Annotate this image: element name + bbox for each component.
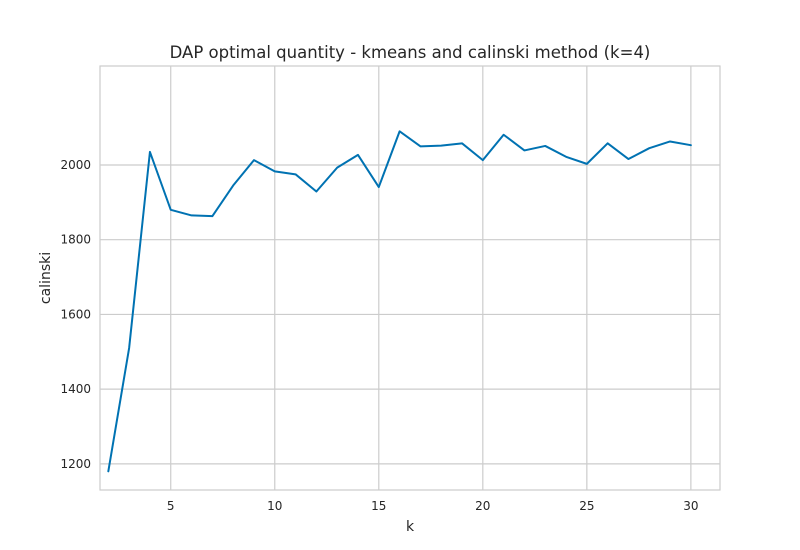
y-axis-label: calinski — [38, 252, 54, 304]
y-tick-label: 1200 — [60, 457, 91, 471]
x-axis-label: k — [406, 519, 415, 535]
x-tick-label: 10 — [267, 499, 282, 513]
series-layer — [107, 130, 692, 473]
x-tick-label: 5 — [167, 499, 175, 513]
y-tick-label: 1600 — [60, 307, 91, 321]
plot-area — [100, 66, 720, 490]
grid — [100, 66, 720, 490]
y-tick-label: 1400 — [60, 382, 91, 396]
tick-labels: 5 10 15 20 25 30 1200 1400 1600 1800 2000 — [60, 158, 698, 513]
x-tick-label: 30 — [683, 499, 698, 513]
y-tick-label: 1800 — [60, 233, 91, 247]
x-tick-label: 15 — [371, 499, 386, 513]
plot-frame — [99, 65, 721, 491]
y-tick-label: 2000 — [60, 158, 91, 172]
chart-title: DAP optimal quantity - kmeans and calins… — [170, 43, 651, 62]
x-tick-label: 25 — [579, 499, 594, 513]
x-tick-label: 20 — [475, 499, 490, 513]
